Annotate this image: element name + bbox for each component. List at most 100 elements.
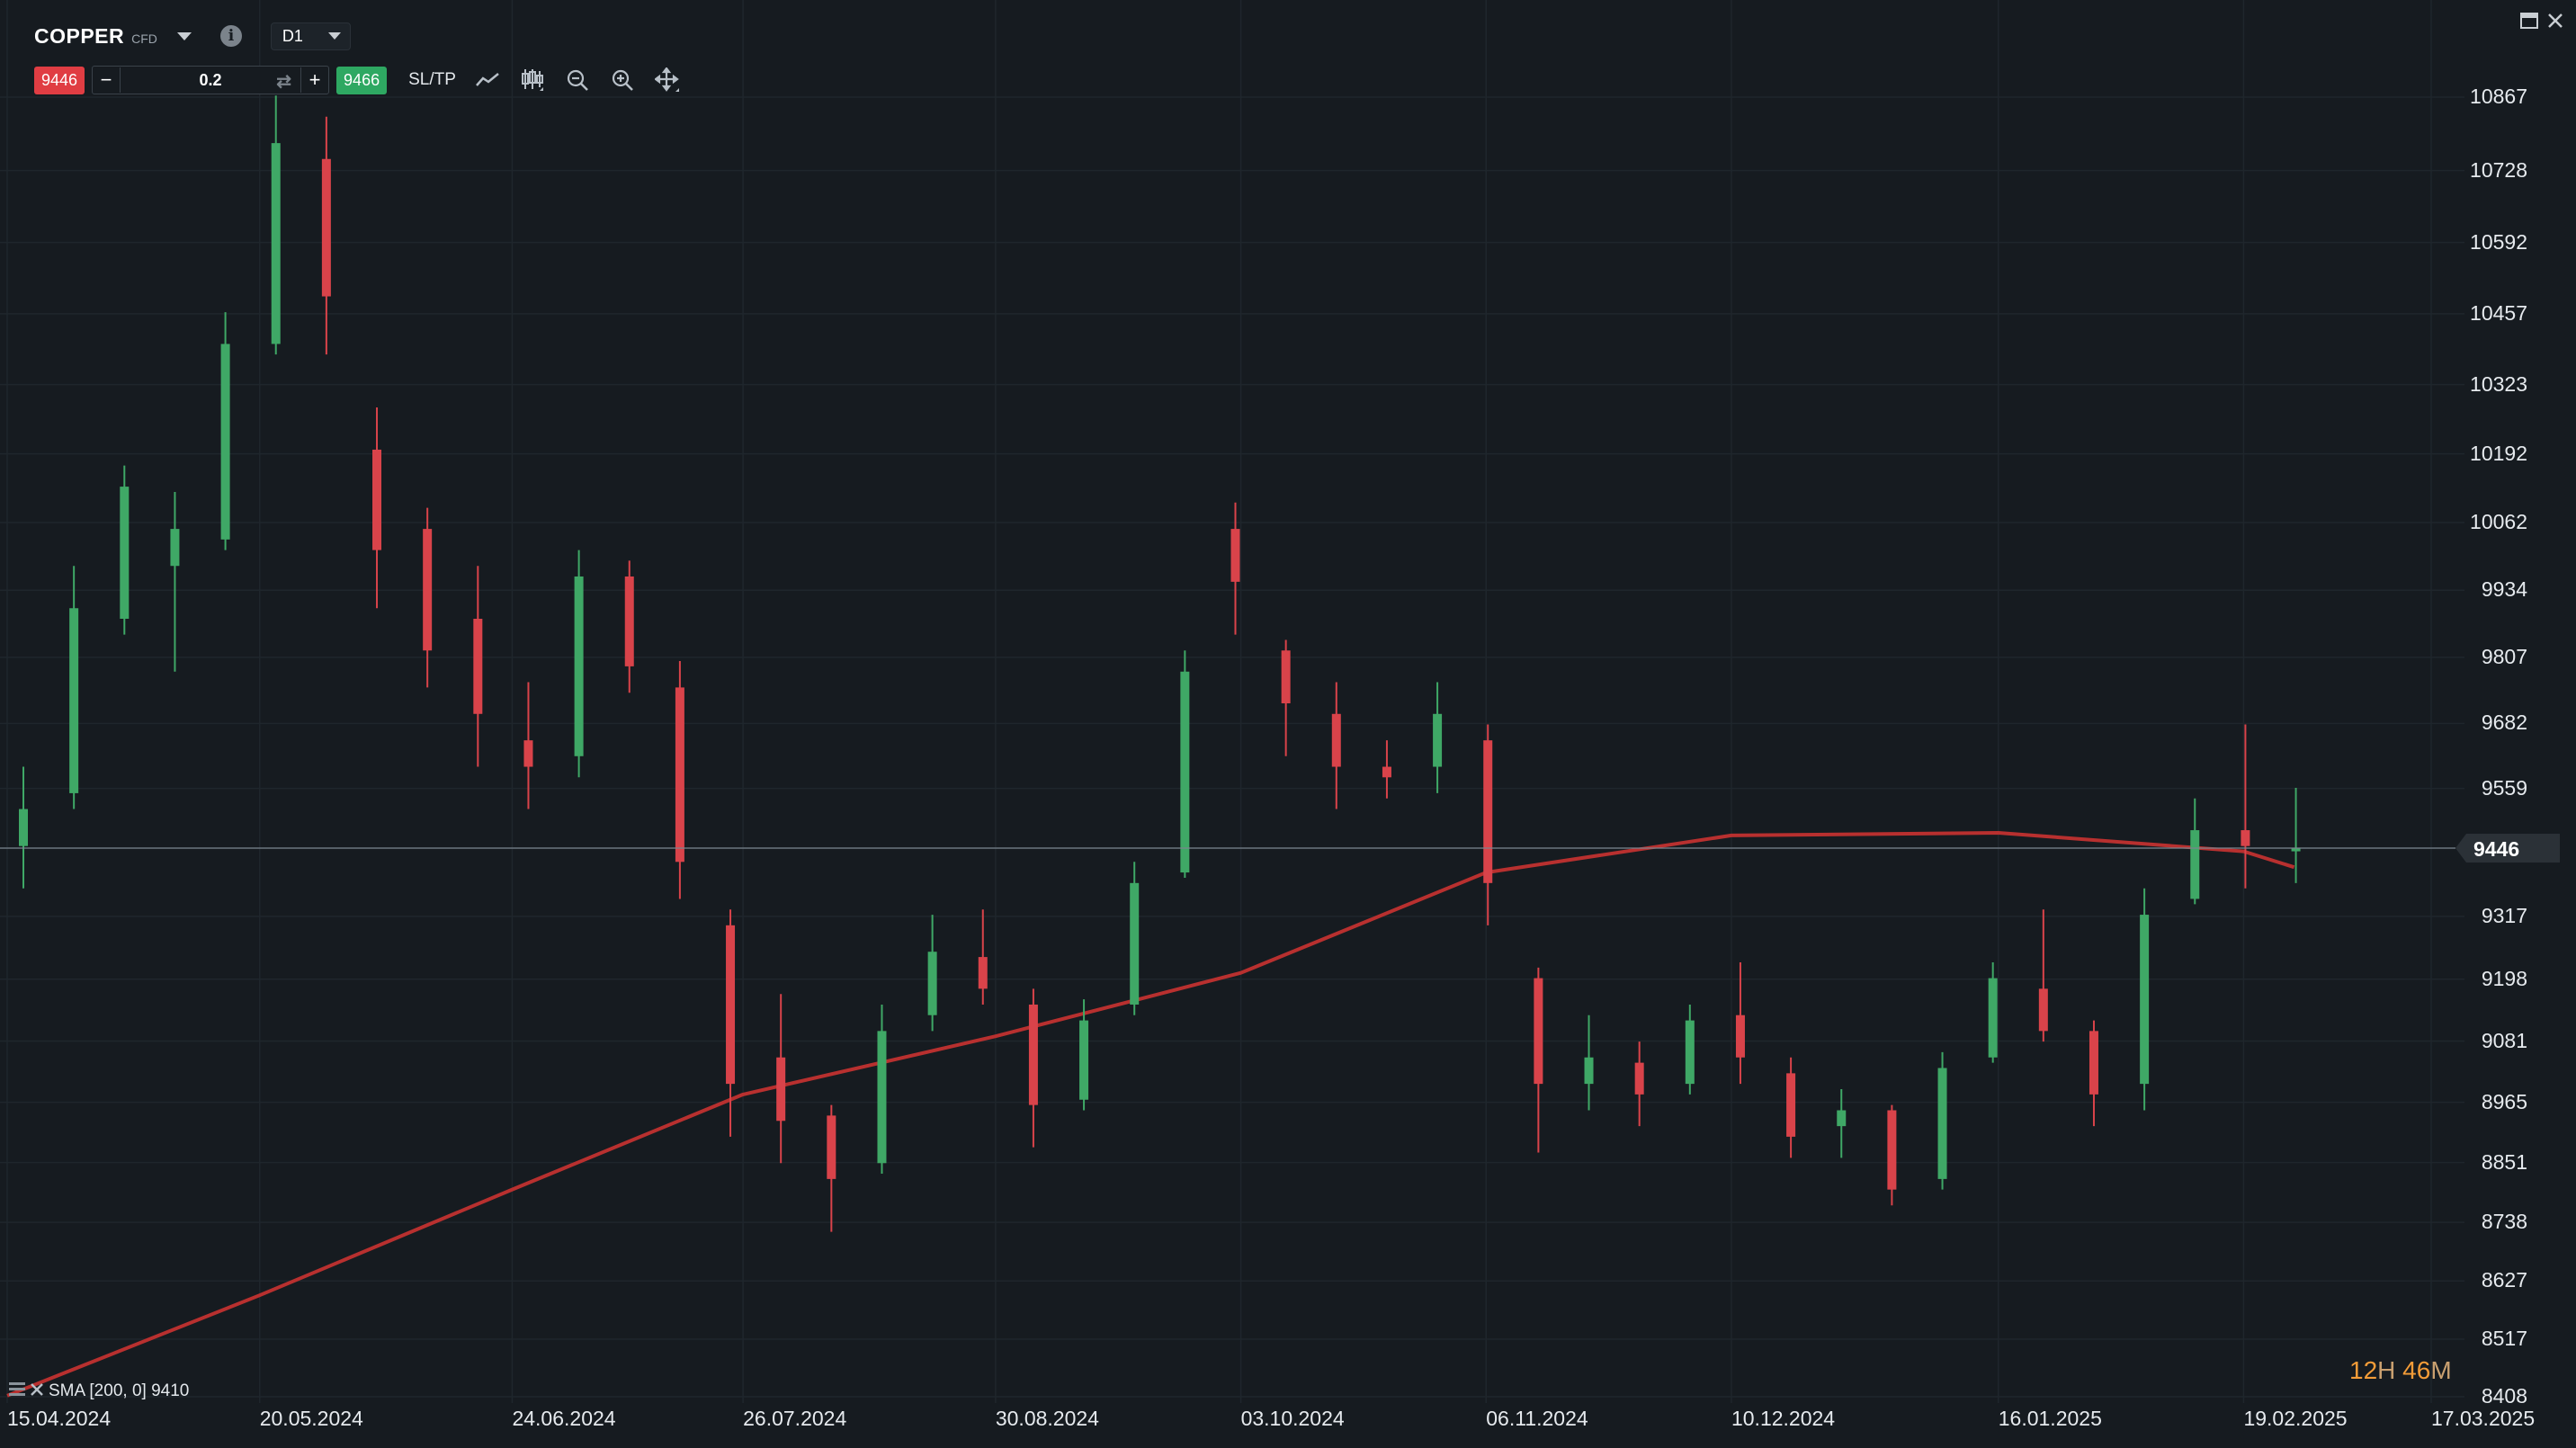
- candle: [1735, 961, 1745, 1085]
- candle: [1483, 724, 1493, 925]
- indicator-label: SMA [200, 0] 9410: [49, 1381, 190, 1400]
- date-tick: 06.11.2024: [1486, 1407, 1588, 1430]
- candle: [1584, 1014, 1594, 1111]
- candle: [1988, 961, 1998, 1063]
- indicator-settings-icon[interactable]: [9, 1381, 25, 1401]
- candle: [1180, 650, 1190, 878]
- candle: [1685, 1004, 1695, 1095]
- candle: [1433, 682, 1443, 793]
- candle-body: [1130, 882, 1140, 1005]
- maximize-icon[interactable]: [2520, 13, 2538, 33]
- candle-body: [1433, 713, 1443, 767]
- symbol-name: COPPER: [34, 23, 125, 48]
- date-tick: 17.03.2025: [2431, 1407, 2536, 1430]
- candle: [2038, 909, 2048, 1042]
- candles-icon[interactable]: [519, 67, 546, 94]
- candle: [1937, 1051, 1947, 1190]
- price-tick: 10867: [2470, 85, 2527, 108]
- candle: [473, 566, 483, 767]
- symbol-dropdown-icon[interactable]: [176, 31, 192, 40]
- sma-path: [6, 831, 2295, 1398]
- price-tick: 9317: [2481, 903, 2527, 927]
- candle-body: [19, 809, 28, 846]
- countdown-hours-unit: H: [2377, 1356, 2396, 1384]
- price-tick: 10592: [2470, 229, 2527, 254]
- info-icon[interactable]: i: [219, 25, 242, 47]
- timeframe-select[interactable]: D1: [270, 22, 351, 50]
- quantity-input[interactable]: 0.2 ⇄: [120, 67, 302, 93]
- close-icon[interactable]: [2547, 13, 2563, 33]
- swap-icon[interactable]: ⇄: [276, 72, 292, 92]
- date-tick: 16.01.2025: [1998, 1407, 2102, 1430]
- decrease-quantity-button[interactable]: −: [100, 68, 112, 91]
- trade-toolbar: 9446 − 0.2 ⇄ + 9466 SL/TP: [34, 65, 681, 95]
- candle: [19, 766, 28, 889]
- candle: [2140, 888, 2150, 1111]
- candle-body: [1584, 1057, 1594, 1085]
- candle: [1028, 988, 1038, 1148]
- candle-body: [1685, 1020, 1695, 1085]
- candle: [1130, 862, 1140, 1015]
- line-chart-icon[interactable]: [474, 67, 501, 94]
- candle-body: [827, 1115, 836, 1179]
- buy-button[interactable]: 9466: [336, 66, 388, 94]
- candle-body: [1634, 1062, 1644, 1095]
- timeframe-value: D1: [282, 26, 303, 45]
- candle: [1887, 1104, 1897, 1206]
- sltp-button[interactable]: SL/TP: [408, 70, 456, 89]
- candle: [220, 312, 230, 550]
- candle: [321, 116, 331, 355]
- price-tick: 9559: [2481, 775, 2527, 800]
- candle: [776, 994, 786, 1164]
- candle-body: [1180, 671, 1190, 873]
- candle-body: [2190, 830, 2200, 899]
- chevron-down-icon: [327, 32, 341, 40]
- crosshair-icon[interactable]: [654, 67, 681, 94]
- candle-body: [473, 618, 483, 714]
- indicator-legend: SMA [200, 0] 9410: [9, 1381, 189, 1401]
- current-price-tag: 9446: [2455, 834, 2560, 863]
- candle-body: [2241, 830, 2250, 846]
- candle-body: [1028, 1004, 1038, 1105]
- remove-indicator-icon[interactable]: [31, 1381, 43, 1401]
- candle-body: [423, 529, 433, 651]
- zoom-out-icon[interactable]: [564, 67, 591, 94]
- candle-body: [2038, 988, 2048, 1032]
- candle: [2291, 788, 2301, 883]
- candle-body: [321, 158, 331, 297]
- price-tick: 8627: [2481, 1268, 2527, 1292]
- candle-body: [2291, 848, 2301, 852]
- candle-body: [927, 952, 937, 1015]
- candle: [978, 909, 988, 1005]
- date-tick: 15.04.2024: [7, 1407, 112, 1430]
- candle-body: [271, 143, 281, 344]
- candle: [1382, 740, 1391, 799]
- candle-body: [726, 925, 736, 1085]
- date-tick: 20.05.2024: [259, 1407, 363, 1430]
- price-tick: 10323: [2470, 371, 2527, 396]
- countdown-minutes: 46: [2402, 1356, 2431, 1384]
- candle-body: [978, 957, 988, 989]
- price-tick: 8965: [2481, 1089, 2527, 1113]
- candle-body: [1483, 740, 1493, 883]
- quantity-value: 0.2: [199, 71, 222, 89]
- sell-button[interactable]: 9446: [34, 66, 85, 94]
- sma-line: [6, 831, 2295, 1398]
- candle: [1331, 682, 1341, 809]
- price-tick: 10728: [2470, 157, 2527, 182]
- price-tick: 10457: [2470, 300, 2527, 325]
- price-tick: 8517: [2481, 1326, 2527, 1350]
- zoom-in-icon[interactable]: [609, 67, 636, 94]
- candle: [827, 1104, 836, 1232]
- candle-body: [1230, 529, 1240, 582]
- candle-body: [523, 740, 533, 767]
- candle: [523, 682, 533, 809]
- candle-body: [624, 576, 634, 666]
- countdown-minutes-unit: M: [2430, 1356, 2452, 1384]
- candle-body: [877, 1031, 887, 1164]
- candle: [2089, 1020, 2098, 1127]
- candle-body: [372, 449, 382, 550]
- date-tick: 24.06.2024: [512, 1407, 616, 1430]
- increase-quantity-button[interactable]: +: [309, 68, 321, 91]
